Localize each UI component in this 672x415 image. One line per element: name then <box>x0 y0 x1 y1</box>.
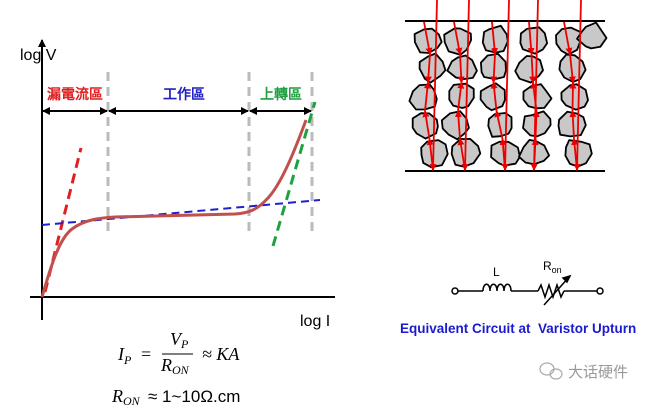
variable-resistor <box>537 282 565 300</box>
conduction-arrow <box>422 110 431 140</box>
grain <box>576 21 608 50</box>
inductor <box>482 283 512 292</box>
resistor-label: Ron <box>543 259 562 275</box>
terminal-left <box>451 287 459 295</box>
conduction-arrow <box>569 81 577 112</box>
equivalent-circuit <box>451 274 604 306</box>
conduction-arrow <box>424 53 432 84</box>
region-label-upturn: 上轉區 <box>260 86 302 102</box>
region-label-working: 工作區 <box>163 86 205 102</box>
conduction-arrow <box>453 21 463 55</box>
ron-rhs: ≈ 1~10Ω.cm <box>148 387 240 406</box>
formula: IP = VP RON ≈ KA RON ≈ 1~10Ω.cm <box>111 329 240 408</box>
conduction-arrow <box>573 0 582 171</box>
circuit-caption: Equivalent Circuit at Varistor Upturn <box>400 321 636 336</box>
conduction-arrow <box>423 21 433 55</box>
conduction-arrow <box>568 53 576 84</box>
conduction-arrow <box>454 110 462 140</box>
grain-structure <box>405 0 608 172</box>
vi-graph: log V log I 漏電流區 工作區 上轉區 <box>20 39 335 330</box>
conduction-arrow <box>530 0 539 171</box>
grain <box>519 26 548 55</box>
grain <box>440 110 470 141</box>
region-dividers <box>106 72 314 232</box>
formula-equals: = <box>141 344 151 364</box>
grain <box>408 83 438 111</box>
conduction-arrow <box>490 81 498 112</box>
grain <box>420 139 449 169</box>
conduction-arrow <box>457 81 465 112</box>
formula-rhs: ≈ KA <box>202 344 240 364</box>
conduction-arrow <box>569 110 577 140</box>
terminal-right <box>596 287 604 295</box>
conduction-arrow <box>529 53 537 84</box>
conduction-arrow <box>429 0 438 171</box>
conduction-arrow <box>461 0 470 171</box>
formula-denominator: RON <box>160 355 190 377</box>
svg-text:大话硬件: 大话硬件 <box>568 364 628 381</box>
ron-lhs: RON <box>111 386 141 408</box>
grain <box>560 83 589 111</box>
conduction-arrow <box>527 21 535 55</box>
region-label-leakage: 漏電流區 <box>47 86 103 102</box>
formula-numerator: VP <box>170 329 189 351</box>
wechat-icon <box>539 362 563 380</box>
upturn-slope-line <box>271 101 317 247</box>
grain <box>514 55 544 84</box>
grain <box>418 52 447 84</box>
inductor-label: L <box>493 265 500 279</box>
conduction-arrow <box>423 81 431 112</box>
conduction-arrow <box>563 21 573 55</box>
grain <box>411 112 439 140</box>
formula-lhs: IP <box>117 344 132 367</box>
y-axis-label: log V <box>20 47 57 64</box>
conduction-arrow <box>490 21 498 55</box>
grain <box>479 82 506 112</box>
grain <box>522 83 553 110</box>
grain <box>481 24 509 54</box>
conduction-arrow <box>490 53 498 84</box>
x-axis-label: log I <box>300 313 330 330</box>
watermark: 大话硬件 <box>539 362 628 381</box>
vi-curve <box>40 119 308 298</box>
conduction-arrow <box>457 53 465 84</box>
grain <box>446 54 478 80</box>
grain <box>564 139 593 168</box>
conduction-arrow <box>494 110 504 140</box>
conduction-arrow <box>501 0 510 171</box>
